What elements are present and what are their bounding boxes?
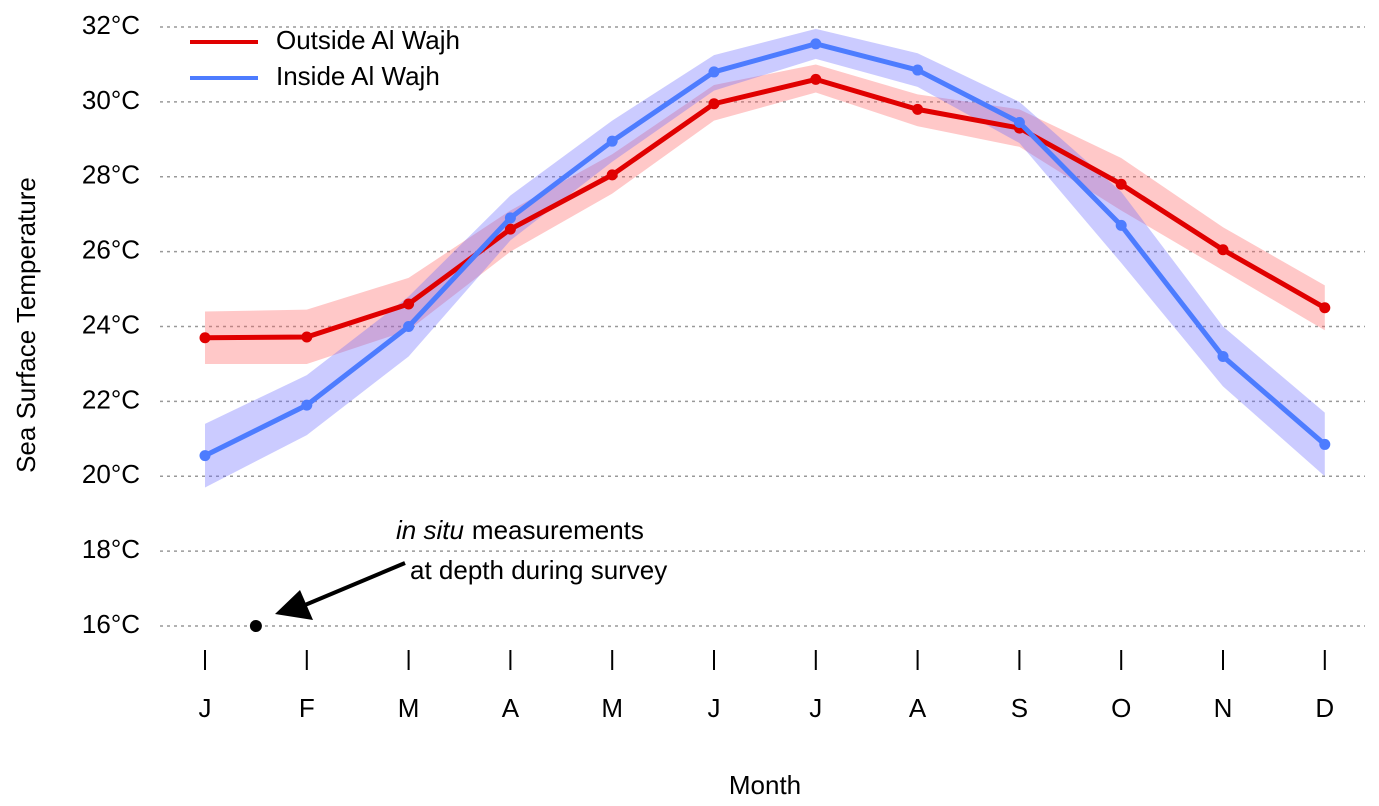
y-tick-label: 22°C bbox=[82, 384, 140, 414]
y-tick-label: 28°C bbox=[82, 160, 140, 190]
point bbox=[606, 135, 618, 147]
point bbox=[810, 73, 822, 85]
point bbox=[199, 332, 211, 344]
point bbox=[1013, 116, 1025, 128]
legend-label: Inside Al Wajh bbox=[276, 61, 440, 91]
point bbox=[403, 298, 415, 310]
annotation-arrowhead bbox=[275, 590, 313, 620]
x-tick-label: D bbox=[1315, 693, 1334, 723]
x-tick-label: J bbox=[809, 693, 822, 723]
point bbox=[199, 450, 211, 462]
x-tick-label: J bbox=[708, 693, 721, 723]
point bbox=[708, 98, 720, 110]
legend-label: Outside Al Wajh bbox=[276, 25, 460, 55]
point bbox=[1217, 350, 1229, 362]
annotation-arrow bbox=[304, 561, 406, 607]
x-tick-label: A bbox=[502, 693, 520, 723]
point bbox=[912, 103, 924, 115]
y-tick-label: 20°C bbox=[82, 459, 140, 489]
y-tick-label: 26°C bbox=[82, 235, 140, 265]
annotation-text-2: at depth during survey bbox=[410, 555, 667, 585]
point bbox=[606, 169, 618, 181]
point bbox=[1319, 302, 1331, 314]
point bbox=[403, 321, 415, 332]
y-axis-label: Sea Surface Temperature bbox=[11, 177, 41, 473]
x-tick-label: F bbox=[299, 693, 315, 723]
point bbox=[301, 331, 313, 343]
x-axis-label: Month bbox=[729, 770, 801, 800]
line bbox=[203, 41, 1327, 458]
y-tick-label: 16°C bbox=[82, 609, 140, 639]
confidence-band bbox=[205, 64, 1325, 364]
annotation-italic: in situ bbox=[396, 515, 464, 545]
annotation-text-rest: measurements bbox=[472, 515, 644, 545]
point bbox=[1115, 219, 1127, 231]
point bbox=[1115, 178, 1127, 190]
y-tick-label: 30°C bbox=[82, 85, 140, 115]
point bbox=[504, 212, 516, 224]
x-tick-label: O bbox=[1111, 693, 1131, 723]
point bbox=[810, 38, 822, 50]
x-tick-label: J bbox=[199, 693, 212, 723]
line bbox=[204, 76, 1327, 341]
y-tick-label: 18°C bbox=[82, 534, 140, 564]
x-tick-label: A bbox=[909, 693, 927, 723]
annotation-point bbox=[249, 620, 262, 632]
point bbox=[708, 66, 720, 78]
point bbox=[912, 64, 924, 76]
point bbox=[1217, 244, 1229, 256]
y-tick-label: 24°C bbox=[82, 309, 140, 339]
point bbox=[1319, 438, 1331, 450]
annotation-text: in situ measurements bbox=[396, 515, 644, 545]
point bbox=[504, 223, 516, 235]
y-tick-label: 32°C bbox=[82, 10, 140, 40]
x-tick-label: M bbox=[398, 693, 420, 723]
x-tick-label: S bbox=[1011, 693, 1028, 723]
point bbox=[301, 399, 313, 411]
x-tick-label: M bbox=[601, 693, 623, 723]
x-tick-label: N bbox=[1214, 693, 1233, 723]
